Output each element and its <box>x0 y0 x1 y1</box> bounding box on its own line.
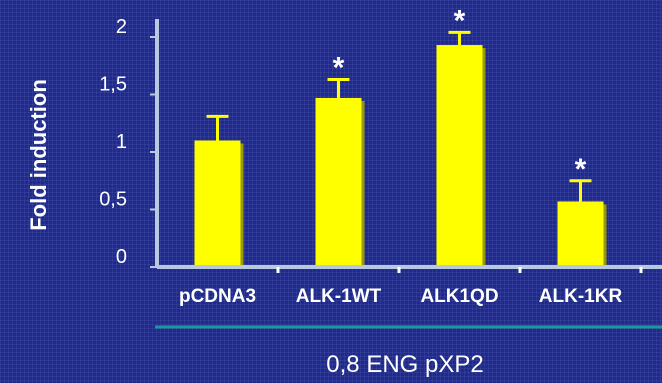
y-tick-label: 0 <box>116 246 127 268</box>
significance-marker: * <box>575 153 587 186</box>
error-bars-layer <box>206 30 592 202</box>
bars-layer <box>194 45 607 267</box>
y-tick-label: 0,5 <box>99 189 127 211</box>
significance-marker: * <box>454 4 466 37</box>
bar-pcdna3 <box>194 140 241 267</box>
x-tick-label: pCDNA3 <box>179 286 256 307</box>
x-tick-label: ALK1QD <box>420 286 498 307</box>
y-axis-label: Fold induction <box>26 79 51 231</box>
y-tick-label: 1 <box>116 131 127 153</box>
group-label: 0,8 ENG pXP2 <box>326 351 483 378</box>
bar-alk-1wt <box>315 97 362 267</box>
y-tick-label: 2 <box>116 16 127 38</box>
significance-marker: * <box>333 52 345 85</box>
axes-layer <box>150 19 662 273</box>
labels-layer: 0 0,5 1 1,5 2 pCDNA3 * ALK-1WT * ALK1QD * ALK-1KR <box>99 4 622 307</box>
x-tick-label: ALK-1WT <box>296 286 382 307</box>
bar-alk1qd <box>436 45 483 267</box>
x-tick-label: ALK-1KR <box>539 286 623 307</box>
bar-alk-1kr <box>557 201 604 267</box>
y-tick-label: 1,5 <box>99 74 127 96</box>
